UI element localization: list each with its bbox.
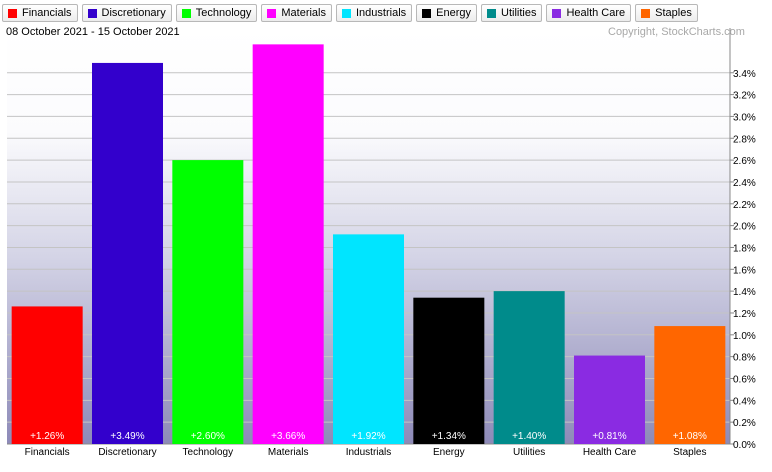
- legend: Financials Discretionary Technology Materia…: [0, 0, 772, 26]
- legend-label: Financials: [22, 7, 72, 19]
- legend-swatch: [641, 8, 651, 18]
- legend-label: Materials: [281, 7, 326, 19]
- bar: [493, 291, 565, 444]
- legend-item-health-care[interactable]: Health Care: [546, 4, 632, 22]
- legend-swatch: [8, 8, 17, 18]
- legend-item-utilities[interactable]: Utilities: [481, 4, 543, 22]
- x-tick-label: Staples: [673, 447, 706, 458]
- bar: [92, 62, 163, 445]
- data-label: +1.40%: [512, 431, 546, 442]
- y-tick-label: 1.2%: [733, 309, 756, 320]
- x-tick-label: Discretionary: [98, 447, 156, 458]
- y-tick-label: 1.6%: [733, 265, 756, 276]
- legend-item-materials[interactable]: Materials: [261, 4, 332, 22]
- data-label: +3.49%: [110, 431, 144, 442]
- y-tick-label: 0.6%: [733, 374, 756, 385]
- bar: [574, 355, 645, 444]
- y-tick-label: 1.0%: [733, 331, 756, 342]
- y-tick-label: 0.2%: [733, 418, 756, 429]
- data-label: +2.60%: [191, 431, 225, 442]
- legend-item-staples[interactable]: Staples: [635, 4, 698, 22]
- legend-label: Industrials: [356, 7, 407, 19]
- date-range: 08 October 2021 - 15 October 2021: [6, 26, 180, 38]
- y-tick-label: 2.0%: [733, 222, 756, 233]
- x-tick-label: Utilities: [513, 447, 545, 458]
- x-tick-label: Industrials: [346, 447, 392, 458]
- legend-swatch: [181, 8, 191, 18]
- x-tick-label: Energy: [433, 447, 465, 458]
- x-tick-label: Financials: [25, 447, 70, 458]
- legend-swatch: [487, 8, 496, 18]
- legend-label: Energy: [436, 7, 471, 19]
- y-tick-label: 2.2%: [733, 200, 756, 211]
- x-tick-label: Materials: [268, 447, 309, 458]
- y-tick-label: 2.8%: [733, 134, 756, 145]
- data-label: +3.66%: [271, 431, 305, 442]
- y-tick-label: 3.4%: [733, 69, 756, 80]
- bar: [413, 297, 485, 444]
- bar: [172, 160, 244, 445]
- legend-swatch: [422, 8, 432, 18]
- x-tick-label: Technology: [183, 447, 234, 458]
- legend-label: Technology: [195, 7, 252, 19]
- y-tick-label: 2.4%: [733, 178, 756, 189]
- y-tick-label: 1.4%: [733, 287, 756, 298]
- legend-item-energy[interactable]: Energy: [416, 4, 477, 22]
- legend-swatch: [552, 8, 562, 18]
- legend-label: Discretionary: [101, 7, 166, 19]
- bar: [11, 306, 83, 444]
- copyright-notice: Copyright, StockCharts.com: [608, 26, 745, 38]
- bar: [654, 326, 726, 444]
- bar: [333, 234, 404, 444]
- data-label: +0.81%: [592, 431, 626, 442]
- legend-item-industrials[interactable]: Industrials: [336, 4, 413, 22]
- legend-item-discretionary[interactable]: Discretionary: [81, 4, 172, 22]
- y-tick-label: 2.6%: [733, 156, 756, 167]
- legend-swatch: [267, 8, 277, 18]
- x-tick-label: Health Care: [583, 447, 637, 458]
- data-label: +1.34%: [432, 431, 466, 442]
- legend-item-financials[interactable]: Financials: [2, 4, 78, 22]
- y-tick-label: 0.4%: [733, 396, 756, 407]
- y-tick-label: 1.8%: [733, 243, 756, 254]
- data-label: +1.08%: [673, 431, 707, 442]
- y-tick-label: 0.8%: [733, 353, 756, 364]
- legend-label: Staples: [655, 7, 692, 19]
- legend-swatch: [342, 8, 351, 18]
- data-label: +1.92%: [351, 431, 385, 442]
- y-tick-label: 3.2%: [733, 91, 756, 102]
- legend-label: Utilities: [501, 7, 537, 19]
- bar: [252, 44, 324, 445]
- data-label: +1.26%: [30, 431, 64, 442]
- legend-swatch: [87, 8, 97, 18]
- legend-item-technology[interactable]: Technology: [175, 4, 258, 22]
- y-tick-label: 0.0%: [733, 440, 756, 451]
- legend-label: Health Care: [566, 7, 626, 19]
- y-tick-label: 3.0%: [733, 112, 756, 123]
